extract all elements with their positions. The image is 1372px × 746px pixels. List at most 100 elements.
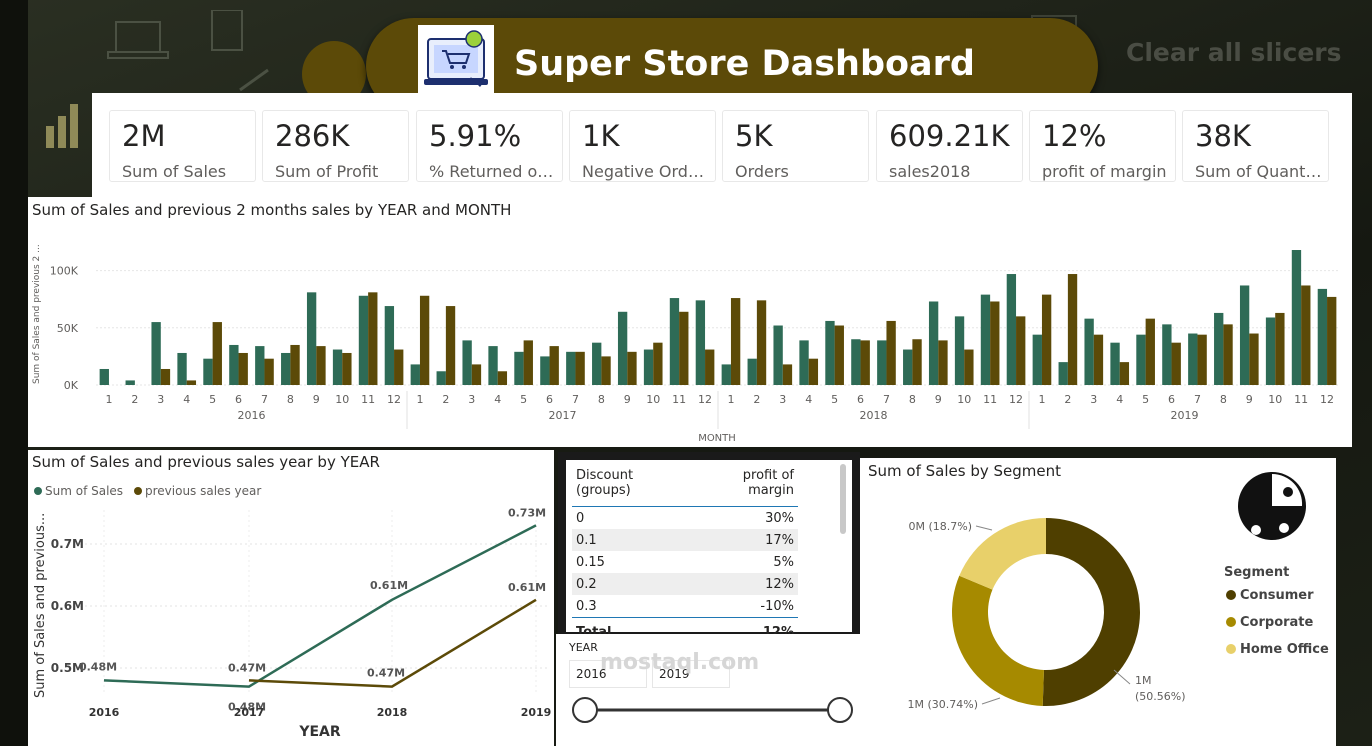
clear-slicers-button[interactable]: Clear all slicers [1126, 38, 1342, 67]
previous-sales-bar[interactable] [705, 349, 715, 385]
previous-sales-bar[interactable] [186, 380, 197, 385]
sales-bar[interactable] [1239, 285, 1250, 385]
sales-bar[interactable] [695, 300, 706, 385]
previous-sales-bar[interactable] [990, 301, 1000, 385]
previous-sales-bar[interactable] [523, 340, 533, 385]
sales-bar[interactable] [99, 368, 109, 385]
sales-bar[interactable] [1317, 288, 1328, 385]
year-range-slider[interactable] [566, 694, 856, 726]
previous-sales-bar[interactable] [497, 371, 508, 385]
sales-bar[interactable] [721, 364, 731, 385]
column-header[interactable]: Discount (groups) [572, 460, 693, 507]
sales-bar[interactable] [1006, 274, 1017, 385]
sales-bar[interactable] [177, 352, 187, 385]
sales-bar[interactable] [203, 358, 213, 385]
sales-bar[interactable] [306, 292, 317, 385]
previous-sales-bar[interactable] [1249, 333, 1259, 385]
previous-sales-bar[interactable] [756, 300, 767, 385]
sales-bar[interactable] [332, 349, 343, 385]
previous-sales-bar[interactable] [860, 340, 870, 385]
previous-sales-bar[interactable] [1016, 316, 1026, 385]
sales-bar[interactable] [617, 311, 628, 385]
previous-sales-bar[interactable] [549, 346, 559, 385]
sales-bar[interactable] [1136, 334, 1146, 385]
previous-sales-bar[interactable] [834, 325, 844, 385]
sales-bar[interactable] [125, 380, 135, 385]
donut-slice[interactable] [959, 518, 1046, 590]
slicer-to-input[interactable]: 2019 [652, 660, 730, 688]
previous-sales-bar[interactable] [160, 368, 171, 385]
sales-bar[interactable] [229, 344, 239, 385]
sales-bar[interactable] [410, 364, 420, 385]
previous-sales-bar[interactable] [368, 292, 378, 385]
previous-sales-bar[interactable] [1275, 312, 1285, 385]
segment-legend-item[interactable]: Consumer [1226, 588, 1314, 603]
sales-bar[interactable] [151, 322, 161, 385]
sales-bar[interactable] [903, 349, 913, 385]
previous-sales-bar[interactable] [394, 349, 404, 385]
previous-sales-bar[interactable] [782, 364, 793, 385]
previous-sales-bar[interactable] [1197, 334, 1207, 385]
previous-sales-bar[interactable] [1067, 274, 1078, 385]
previous-sales-bar[interactable] [886, 320, 896, 385]
sales-line[interactable] [103, 524, 537, 688]
previous-sales-bar[interactable] [264, 358, 274, 385]
previous-sales-bar[interactable] [912, 339, 922, 385]
sales-bar[interactable] [877, 340, 887, 385]
previous-sales-bar[interactable] [730, 298, 741, 385]
sales-bar[interactable] [825, 320, 835, 385]
sales-bar[interactable] [540, 356, 550, 385]
sales-bar[interactable] [488, 346, 498, 385]
previous-sales-bar[interactable] [1093, 334, 1104, 385]
previous-sales-bar[interactable] [1145, 318, 1155, 385]
slider-end-handle[interactable] [827, 697, 853, 723]
previous-sales-bar[interactable] [601, 356, 611, 385]
previous-sales-bar[interactable] [290, 344, 300, 385]
sales-bar[interactable] [851, 339, 861, 385]
previous-sales-bar[interactable] [1301, 285, 1311, 385]
sales-bar[interactable] [773, 325, 783, 385]
previous-sales-bar[interactable] [471, 364, 482, 385]
previous-sales-bar[interactable] [445, 306, 456, 385]
sales-bar[interactable] [928, 301, 939, 385]
table-scrollbar[interactable] [840, 464, 846, 534]
previous-sales-bar[interactable] [575, 351, 585, 385]
previous-sales-bar[interactable] [679, 311, 689, 385]
sales-bar[interactable] [669, 298, 680, 385]
previous-sales-bar[interactable] [1223, 324, 1233, 385]
donut-slice[interactable] [952, 575, 1044, 706]
previous-sales-bar[interactable] [1327, 296, 1337, 385]
column-header[interactable]: profit of margin [692, 460, 798, 507]
segment-legend-item[interactable]: Home Office [1226, 642, 1329, 657]
sales-bar[interactable] [1058, 362, 1068, 385]
previous-sales-bar[interactable] [964, 349, 974, 385]
slider-start-handle[interactable] [572, 697, 598, 723]
previous-year-line[interactable] [248, 598, 537, 688]
sales-bar[interactable] [358, 295, 369, 385]
sales-bar[interactable] [643, 349, 654, 385]
previous-sales-bar[interactable] [419, 295, 430, 385]
previous-sales-bar[interactable] [653, 342, 663, 385]
sales-bar[interactable] [1084, 318, 1094, 385]
previous-sales-bar[interactable] [316, 346, 326, 385]
table-row[interactable]: 0.2 12% [572, 573, 798, 595]
legend-label[interactable]: Sum of Sales [45, 484, 123, 498]
sales-bar[interactable] [799, 340, 809, 385]
sales-bar[interactable] [980, 294, 991, 385]
sales-bar[interactable] [954, 316, 965, 385]
table-row[interactable]: 0.3 -10% [572, 595, 798, 618]
donut-slice[interactable] [1042, 518, 1140, 706]
previous-sales-bar[interactable] [808, 358, 819, 385]
sales-bar[interactable] [255, 346, 265, 385]
segment-legend-item[interactable]: Corporate [1226, 615, 1313, 630]
sales-bar[interactable] [1110, 342, 1120, 385]
previous-sales-bar[interactable] [1041, 294, 1052, 385]
previous-sales-bar[interactable] [212, 322, 222, 385]
table-row[interactable]: 0.15 5% [572, 551, 798, 573]
slicer-from-input[interactable]: 2016 [569, 660, 647, 688]
sales-bar[interactable] [281, 352, 291, 385]
sales-bar[interactable] [384, 306, 395, 385]
legend-label[interactable]: previous sales year [145, 484, 261, 498]
table-row[interactable]: 0.1 17% [572, 529, 798, 551]
sales-bar[interactable] [462, 340, 472, 385]
